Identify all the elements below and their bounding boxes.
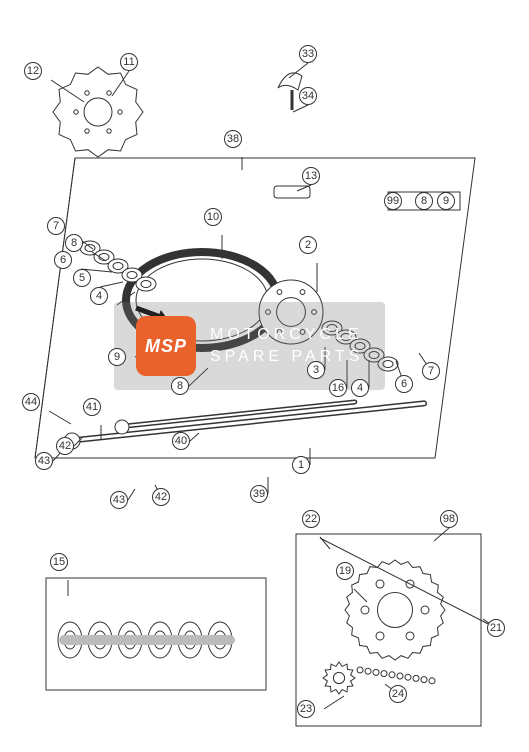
callout-22[interactable]: 22: [302, 510, 320, 528]
callout-24[interactable]: 24: [389, 685, 407, 703]
callout-15[interactable]: 15: [50, 553, 68, 571]
watermark-badge: MSP: [136, 316, 196, 376]
callout-34[interactable]: 34: [299, 87, 317, 105]
callout-1[interactable]: 1: [292, 456, 310, 474]
callout-3[interactable]: 3: [307, 361, 325, 379]
callout-40[interactable]: 40: [172, 432, 190, 450]
parts-diagram: MSP MOTORCYCLE SPARE PARTS 1211333438139…: [0, 0, 529, 752]
callout-4[interactable]: 4: [351, 379, 369, 397]
callout-42[interactable]: 42: [56, 437, 74, 455]
callout-13[interactable]: 13: [302, 167, 320, 185]
callout-23[interactable]: 23: [297, 700, 315, 718]
callout-8[interactable]: 8: [65, 234, 83, 252]
callout-39[interactable]: 39: [250, 485, 268, 503]
callout-41[interactable]: 41: [83, 398, 101, 416]
watermark: MSP MOTORCYCLE SPARE PARTS: [114, 302, 385, 390]
callout-8[interactable]: 8: [415, 192, 433, 210]
callout-7[interactable]: 7: [47, 217, 65, 235]
callout-7[interactable]: 7: [422, 362, 440, 380]
callout-21[interactable]: 21: [487, 619, 505, 637]
watermark-line1: MOTORCYCLE: [210, 324, 363, 346]
callout-12[interactable]: 12: [24, 62, 42, 80]
callout-2[interactable]: 2: [299, 236, 317, 254]
callout-16[interactable]: 16: [329, 379, 347, 397]
watermark-badge-text: MSP: [145, 336, 187, 357]
callout-42[interactable]: 42: [152, 488, 170, 506]
callout-33[interactable]: 33: [299, 45, 317, 63]
callout-5[interactable]: 5: [73, 269, 91, 287]
callout-8[interactable]: 8: [171, 377, 189, 395]
watermark-line2: SPARE PARTS: [210, 346, 363, 368]
callout-98[interactable]: 98: [440, 510, 458, 528]
callout-9[interactable]: 9: [108, 348, 126, 366]
callout-43[interactable]: 43: [110, 491, 128, 509]
callout-10[interactable]: 10: [204, 208, 222, 226]
callout-99[interactable]: 99: [384, 192, 402, 210]
callout-6[interactable]: 6: [54, 251, 72, 269]
callout-38[interactable]: 38: [224, 130, 242, 148]
watermark-text: MOTORCYCLE SPARE PARTS: [210, 324, 363, 369]
callout-19[interactable]: 19: [336, 562, 354, 580]
callout-9[interactable]: 9: [437, 192, 455, 210]
callout-4[interactable]: 4: [90, 287, 108, 305]
callout-11[interactable]: 11: [120, 53, 138, 71]
callout-43[interactable]: 43: [35, 452, 53, 470]
callout-6[interactable]: 6: [395, 375, 413, 393]
callout-44[interactable]: 44: [22, 393, 40, 411]
